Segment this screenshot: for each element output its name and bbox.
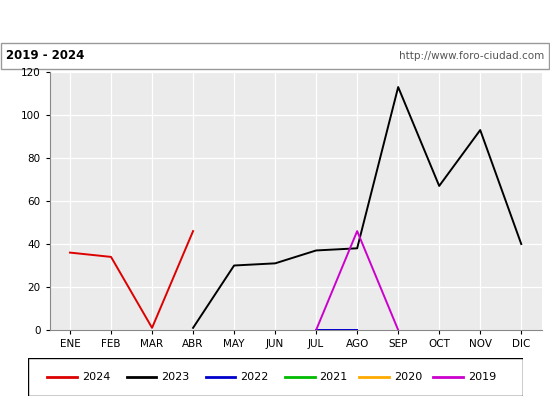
Text: 2021: 2021 (320, 372, 348, 382)
Text: 2019: 2019 (468, 372, 496, 382)
Text: 2024: 2024 (82, 372, 111, 382)
Text: 2022: 2022 (240, 372, 269, 382)
Text: Evolucion Nº Turistas Extranjeros en el municipio de Fuente Encalada: Evolucion Nº Turistas Extranjeros en el … (25, 14, 525, 28)
Text: http://www.foro-ciudad.com: http://www.foro-ciudad.com (399, 51, 544, 61)
Text: 2023: 2023 (161, 372, 189, 382)
Text: 2020: 2020 (394, 372, 422, 382)
Text: 2019 - 2024: 2019 - 2024 (6, 49, 84, 62)
